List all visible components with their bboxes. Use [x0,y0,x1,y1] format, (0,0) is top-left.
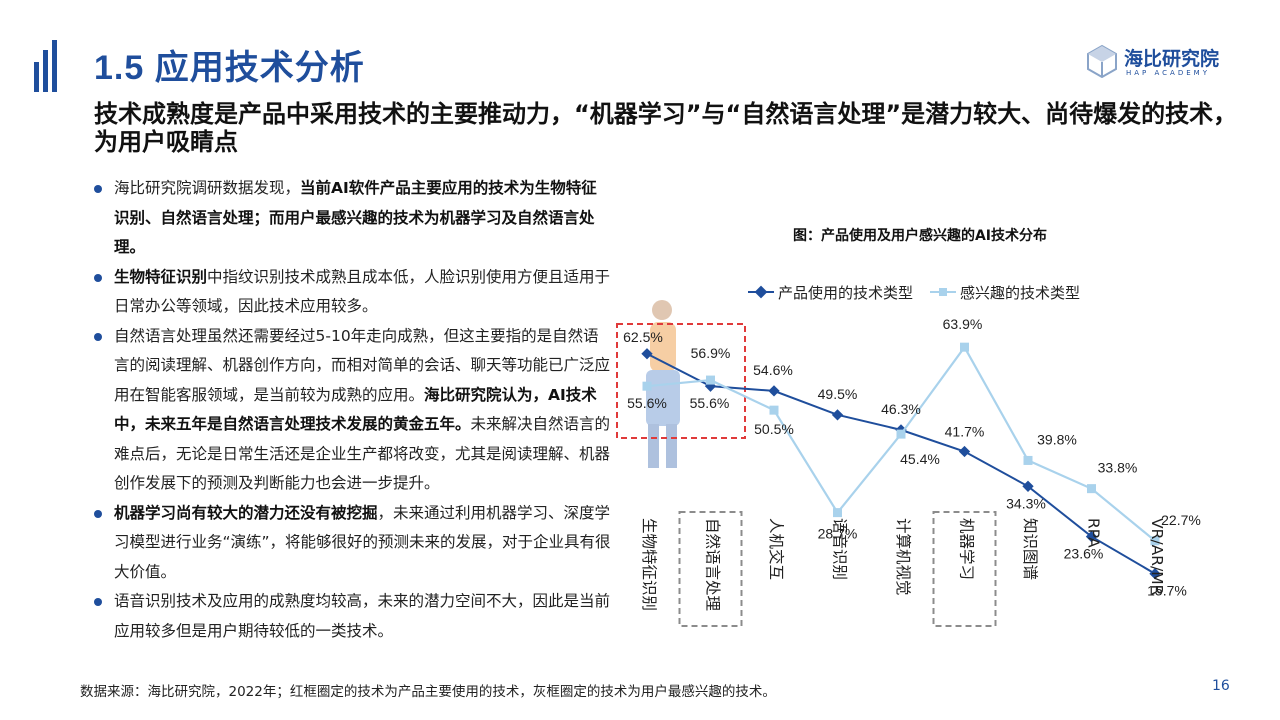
bullet-bold-text: 生物特征识别 [114,267,208,286]
data-label: 45.4% [900,451,940,467]
logo-text: 海比研究院 [1124,48,1220,70]
logo-subtext: HAP ACADEMY [1126,69,1210,77]
bullet-text: ，未来通过利用机器学习、深度学习模型进行业务“演练”，将能够很好的预测未来的发展… [114,503,611,581]
bullet-dot-icon [94,598,102,606]
data-label: 55.6% [690,395,730,411]
data-label: 22.7% [1161,512,1201,528]
data-label: 56.9% [691,345,731,361]
data-point [1087,484,1096,494]
data-label: 49.5% [818,386,858,402]
logo: 海比研究院 HAP ACADEMY [1086,42,1236,82]
legend-label: 产品使用的技术类型 [778,284,913,302]
bullet-bold-text: 机器学习尚有较大的潜力还没有被挖掘 [114,503,378,522]
page-number: 16 [1212,678,1230,694]
data-label: 15.7% [1147,583,1187,599]
data-point [1085,530,1098,543]
x-tick-label: 计算机视觉 [894,518,913,596]
data-point [1023,455,1033,465]
data-point [706,375,715,385]
data-point [1022,480,1034,492]
data-point [831,409,844,421]
x-tick-label: 知识图谱 [1021,518,1039,580]
bullet-item: 海比研究院调研数据发现，当前AI软件产品主要应用的技术为生物特征识别、自然语言处… [92,174,612,263]
bullet-bold-text: 当前AI软件产品主要应用的技术为生物特征识别、自然语言处理；而用户最感兴趣的技术… [114,179,597,256]
line-chart: 产品使用的技术类型 感兴趣的技术类型 62.5% 55.6% 54.6% 49.5% 46.… [616,284,1201,627]
data-label: 34.3% [1006,495,1046,511]
bullet-item: 机器学习尚有较大的潜力还没有被挖掘，未来通过利用机器学习、深度学习模型进行业务“… [92,499,612,588]
bullet-text: 自然语言处理虽然还需要经过5-10年走向成熟，但这主要指的是自然语言的阅读理解、… [114,326,611,404]
page-title: 1.5 应用技术分析 [94,49,365,87]
legend-marker [754,285,768,299]
data-point [769,405,779,415]
bullet-dot-icon [94,273,102,282]
legend-marker [939,288,947,296]
x-tick-label: 机器学习 [958,518,976,580]
x-tick-label: 人机交互 [767,518,785,580]
x-tick-label: 生物特征识别 [640,518,658,611]
bullet-text: 中指纹识别技术成熟且成本低，人脸识别使用方便且适用于日常办公等领域，因此技术应用… [114,267,611,316]
bullet-dot-icon [94,509,102,518]
data-label: 39.8% [1037,431,1077,447]
brand-stripes-icon [34,36,80,92]
data-label: 28.7% [818,526,858,542]
bullet-text: 语音识别技术及应用的成熟度均较高，未来的潜力空间不大，因此是当前应用较多但是用户… [114,592,611,640]
data-point [833,508,842,518]
bullet-text: 未来解决自然语言的难点后，无论是日常生活还是企业生产都将改变，尤其是阅读理解、机… [114,415,611,492]
bullet-bold-text: 海比研究院认为，AI技术中，未来五年是自然语言处理技术发展的黄金五年。 [114,385,597,434]
bullet-item: 语音识别技术及应用的成熟度均较高，未来的潜力空间不大，因此是当前应用较多但是用户… [92,587,612,646]
bullet-dot-icon [94,332,102,341]
cube-logo-icon [1087,44,1117,78]
data-point [1150,536,1160,546]
gray-highlight-box [678,511,743,627]
x-tick-label: VR/AR/MR [1148,518,1166,596]
gray-highlight-box [932,511,997,627]
chart-title: 图：产品使用及用户感兴趣的AI技术分布 [792,228,1048,244]
x-tick-label: 自然语言处理 [704,518,722,611]
data-label: 41.7% [945,424,985,440]
source-note: 数据来源：海比研究院，2022年；红框圈定的技术为产品主要使用的技术，灰框圈定的… [80,684,776,700]
data-point [960,342,969,352]
red-highlight-box [616,323,746,439]
x-tick-label: 语音识别 [831,518,849,580]
bullet-item: 自然语言处理虽然还需要经过5-10年走向成熟，但这主要指的是自然语言的阅读理解、… [92,322,612,499]
data-point [642,381,652,391]
bullet-list: 海比研究院调研数据发现，当前AI软件产品主要应用的技术为生物特征识别、自然语言处… [92,174,612,646]
data-point [768,385,780,397]
data-label: 55.6% [627,395,667,411]
data-label: 23.6% [1064,546,1104,562]
data-point [958,445,971,458]
data-label: 54.6% [753,362,793,378]
data-label: 63.9% [943,316,983,332]
data-label: 50.5% [754,421,794,437]
bullet-item: 生物特征识别中指纹识别技术成熟且成本低，人脸识别使用方便且适用于日常办公等领域，… [92,263,612,322]
bullet-text: 海比研究院调研数据发现， [114,179,301,197]
data-label: 46.3% [881,401,921,417]
legend-label: 感兴趣的技术类型 [960,284,1080,302]
slide-subtitle: 技术成熟度是产品中采用技术的主要推动力，“机器学习”与“自然语言处理”是潜力较大… [94,100,1238,156]
data-point [1149,568,1161,580]
data-point [896,429,906,439]
data-label: 33.8% [1098,460,1138,476]
data-point [641,348,653,360]
x-tick-label: RPA [1085,518,1103,548]
data-label: 62.5% [623,329,663,345]
bullet-dot-icon [94,185,102,193]
